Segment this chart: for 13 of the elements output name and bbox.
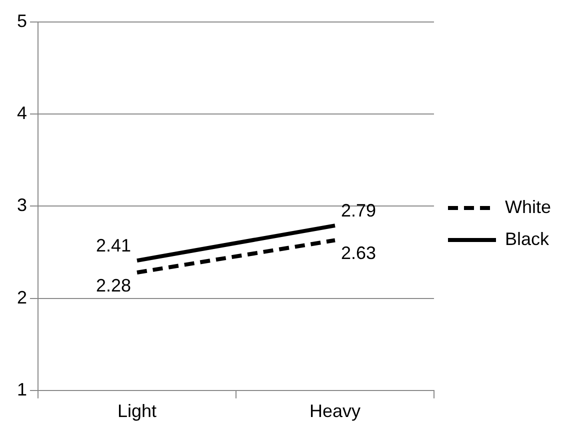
data-label: 2.41 (96, 236, 132, 256)
legend-label: Black (504, 228, 550, 249)
data-label: 2.79 (340, 200, 376, 221)
legend-label: White (504, 196, 552, 217)
y-tick-label: 1 (16, 379, 28, 400)
y-tick-label: 3 (16, 195, 28, 216)
x-tick-label: Heavy (309, 401, 361, 422)
data-label: 2.28 (96, 275, 132, 296)
y-tick-label: 4 (16, 103, 28, 124)
y-tick-label: 5 (16, 10, 28, 31)
y-tick-label: 2 (16, 287, 28, 308)
x-tick-label: Light (117, 401, 157, 422)
data-label: 2.63 (340, 243, 376, 264)
